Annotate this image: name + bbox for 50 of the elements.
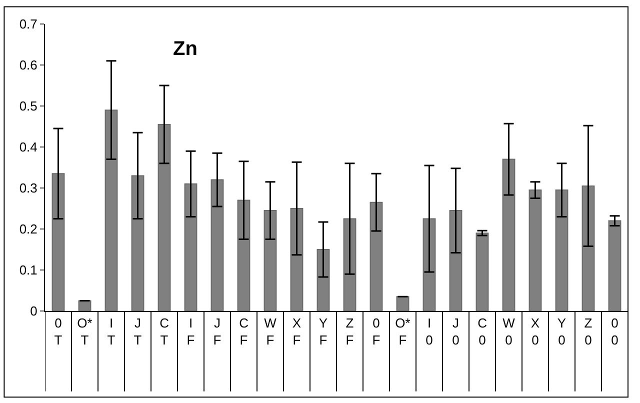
x-tick-label: Z 0 — [584, 316, 592, 348]
y-tick-label: 0.7 — [19, 16, 38, 32]
x-tick-label: X 0 — [530, 316, 540, 348]
x-tick-label: Z F — [346, 316, 354, 348]
x-tick-label: 0 T — [54, 316, 62, 348]
y-tick-label: 0.2 — [19, 222, 38, 237]
bar — [184, 183, 198, 311]
y-tick-label: 0.6 — [19, 58, 38, 73]
y-tick-label: 0.1 — [19, 262, 38, 278]
bar — [608, 220, 622, 311]
bar — [316, 249, 330, 311]
x-tick-label: O* F — [395, 316, 410, 348]
x-tick-label: Y F — [318, 316, 328, 348]
bar — [555, 190, 568, 311]
text: Zn — [173, 38, 198, 60]
bar — [78, 300, 92, 311]
bar — [237, 200, 250, 311]
bar — [528, 190, 542, 311]
x-tick-label: W F — [264, 316, 278, 348]
bar — [104, 110, 118, 311]
bar — [264, 210, 277, 311]
x-tick-label: I 0 — [426, 316, 433, 348]
bar — [396, 296, 410, 311]
x-tick-label: C T — [160, 316, 169, 348]
bar — [210, 179, 224, 311]
x-tick-label: 0 0 — [611, 316, 618, 348]
x-tick-label: 0 F — [372, 316, 380, 348]
x-tick-label: C 0 — [478, 316, 487, 348]
y-tick-label: 0.3 — [19, 180, 38, 196]
x-tick-label: I T — [107, 316, 116, 348]
bar — [370, 202, 383, 311]
x-tick-label: X F — [292, 316, 302, 348]
x-tick-label: C F — [239, 316, 248, 348]
y-tick-label: 0 — [30, 304, 38, 319]
bar — [158, 124, 171, 311]
x-tick-label: I F — [186, 316, 195, 348]
bar — [131, 175, 144, 311]
x-tick-label: J F — [213, 316, 222, 348]
x-tick-label: O* T — [77, 316, 92, 348]
bar — [502, 158, 516, 311]
x-tick-label: W 0 — [502, 316, 516, 348]
x-tick-label: J T — [134, 316, 142, 348]
bar — [290, 208, 304, 311]
x-tick-label: Y 0 — [557, 316, 566, 348]
bar — [449, 210, 462, 311]
bar — [52, 173, 65, 311]
x-tick-label: J 0 — [452, 316, 460, 348]
y-tick-label: 0.5 — [19, 98, 38, 114]
y-tick-label: 0.4 — [19, 140, 38, 155]
bar — [476, 232, 489, 311]
